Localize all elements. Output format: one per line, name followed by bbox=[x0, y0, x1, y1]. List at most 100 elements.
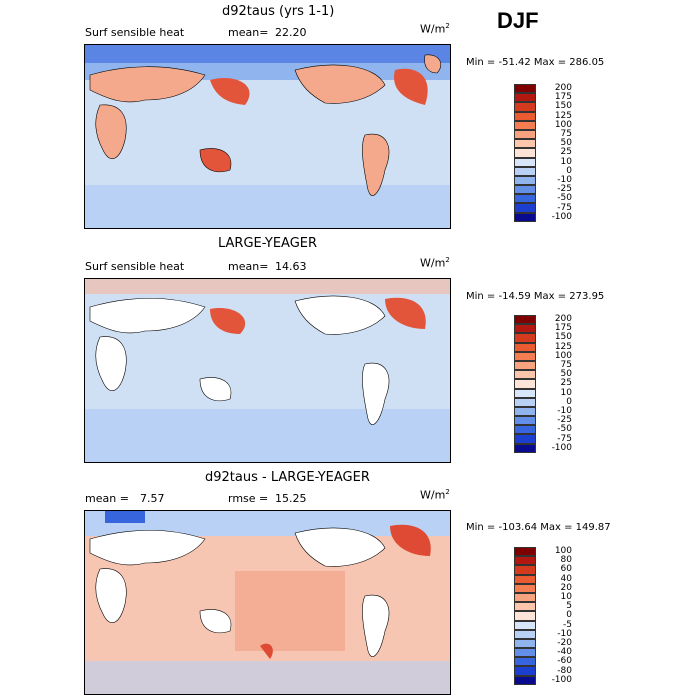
colorbar-label: 80 bbox=[560, 555, 572, 566]
colorbar-label: -5 bbox=[563, 619, 572, 630]
colorbar-label: -10 bbox=[557, 628, 572, 639]
colorbar-cell bbox=[514, 425, 536, 435]
season-label: DJF bbox=[497, 8, 539, 33]
colorbar-cell bbox=[514, 212, 536, 222]
colorbar-label: 10 bbox=[560, 156, 572, 167]
colorbar-label: 60 bbox=[560, 564, 572, 575]
colorbar-cell bbox=[514, 602, 536, 612]
panel3-map-svg bbox=[85, 511, 450, 694]
colorbar-label: 10 bbox=[560, 592, 572, 602]
colorbar-cell bbox=[514, 443, 536, 453]
colorbar-label: 0 bbox=[566, 396, 572, 407]
colorbar-cell bbox=[514, 574, 536, 584]
colorbar-cell bbox=[514, 120, 536, 130]
colorbar-label: -75 bbox=[557, 202, 572, 213]
panel1-minmax: Min = -51.42 Max = 286.05 bbox=[466, 57, 605, 68]
panel3-minmax: Min = -103.64 Max = 149.87 bbox=[466, 522, 611, 533]
panel2-map bbox=[84, 278, 451, 463]
colorbar-label: 0 bbox=[566, 165, 572, 176]
colorbar-cell bbox=[514, 638, 536, 649]
colorbar-cell bbox=[514, 583, 536, 593]
colorbar-label: 175 bbox=[554, 323, 572, 334]
colorbar-cell bbox=[514, 657, 536, 667]
colorbar-cell bbox=[514, 102, 536, 112]
panel3-mean-label: mean = bbox=[85, 492, 129, 505]
colorbar-label: -40 bbox=[557, 647, 572, 658]
colorbar-label: -50 bbox=[557, 193, 572, 204]
colorbar-cell bbox=[514, 139, 536, 149]
colorbar-label: -10 bbox=[557, 406, 572, 416]
colorbar-cell bbox=[514, 592, 536, 603]
colorbar-label: 200 bbox=[554, 83, 572, 93]
colorbar-label: -100 bbox=[551, 674, 572, 685]
colorbar-cell bbox=[514, 185, 536, 195]
colorbar-cell bbox=[514, 416, 536, 426]
colorbar-label: 75 bbox=[560, 360, 572, 370]
panel2-mean-label: mean= bbox=[228, 260, 269, 273]
panel2-title: LARGE-YEAGER bbox=[218, 236, 318, 251]
colorbar-cell bbox=[514, 194, 536, 204]
colorbar-cell bbox=[514, 166, 536, 176]
colorbar-label: 75 bbox=[560, 129, 572, 139]
colorbar-label: -20 bbox=[557, 638, 572, 648]
colorbar-cell bbox=[514, 315, 536, 325]
colorbar-label: -100 bbox=[551, 442, 572, 453]
colorbar-cell bbox=[514, 629, 536, 639]
colorbar-label: 10 bbox=[560, 387, 572, 398]
panel2-colorbar bbox=[514, 315, 536, 453]
colorbar-label: 100 bbox=[554, 546, 572, 556]
colorbar-cell bbox=[514, 157, 536, 167]
colorbar-cell bbox=[514, 547, 536, 557]
colorbar-label: 50 bbox=[560, 369, 572, 380]
panel1-variable-label: Surf sensible heat bbox=[85, 26, 185, 39]
colorbar-label: 125 bbox=[554, 341, 572, 352]
colorbar-cell bbox=[514, 611, 536, 621]
colorbar-cell bbox=[514, 565, 536, 575]
colorbar-cell bbox=[514, 666, 536, 676]
panel1-colorbar bbox=[514, 84, 536, 222]
colorbar-cell bbox=[514, 370, 536, 380]
colorbar-label: 20 bbox=[560, 582, 572, 593]
colorbar-cell bbox=[514, 84, 536, 94]
panel3-rmse-label: rmse = bbox=[228, 492, 269, 505]
panel2-units: W/m2 bbox=[420, 256, 450, 270]
colorbar-cell bbox=[514, 648, 536, 658]
colorbar-cell bbox=[514, 388, 536, 398]
colorbar-cell bbox=[514, 203, 536, 213]
panel3-map bbox=[84, 510, 451, 695]
colorbar-cell bbox=[514, 129, 536, 140]
colorbar-cell bbox=[514, 175, 536, 186]
colorbar-cell bbox=[514, 111, 536, 121]
colorbar-cell bbox=[514, 397, 536, 407]
colorbar-label: -10 bbox=[557, 175, 572, 185]
colorbar-cell bbox=[514, 379, 536, 389]
colorbar-cell bbox=[514, 620, 536, 630]
colorbar-cell bbox=[514, 148, 536, 158]
colorbar-label: 0 bbox=[566, 610, 572, 621]
colorbar-cell bbox=[514, 351, 536, 361]
colorbar-label: 50 bbox=[560, 138, 572, 149]
colorbar-label: 150 bbox=[554, 101, 572, 112]
panel1-units: W/m2 bbox=[420, 22, 450, 36]
colorbar-label: 100 bbox=[554, 350, 572, 361]
panel2-mean-value: 14.63 bbox=[275, 260, 307, 273]
colorbar-label: -75 bbox=[557, 433, 572, 444]
colorbar-label: 5 bbox=[566, 601, 572, 612]
panel1-map-svg bbox=[85, 45, 450, 228]
colorbar-label: -25 bbox=[557, 184, 572, 195]
panel1-mean-value: 22.20 bbox=[275, 26, 307, 39]
panel2-minmax: Min = -14.59 Max = 273.95 bbox=[466, 291, 605, 302]
colorbar-label: -100 bbox=[551, 211, 572, 222]
colorbar-cell bbox=[514, 93, 536, 103]
panel3-units: W/m2 bbox=[420, 488, 450, 502]
panel2-map-svg bbox=[85, 279, 450, 462]
colorbar-cell bbox=[514, 675, 536, 685]
colorbar-cell bbox=[514, 333, 536, 343]
panel3-rmse-value: 15.25 bbox=[275, 492, 307, 505]
colorbar-label: -60 bbox=[557, 656, 572, 667]
panel1-mean-label: mean= bbox=[228, 26, 269, 39]
colorbar-cell bbox=[514, 324, 536, 334]
colorbar-label: 175 bbox=[554, 92, 572, 103]
colorbar-cell bbox=[514, 342, 536, 352]
colorbar-cell bbox=[514, 434, 536, 444]
